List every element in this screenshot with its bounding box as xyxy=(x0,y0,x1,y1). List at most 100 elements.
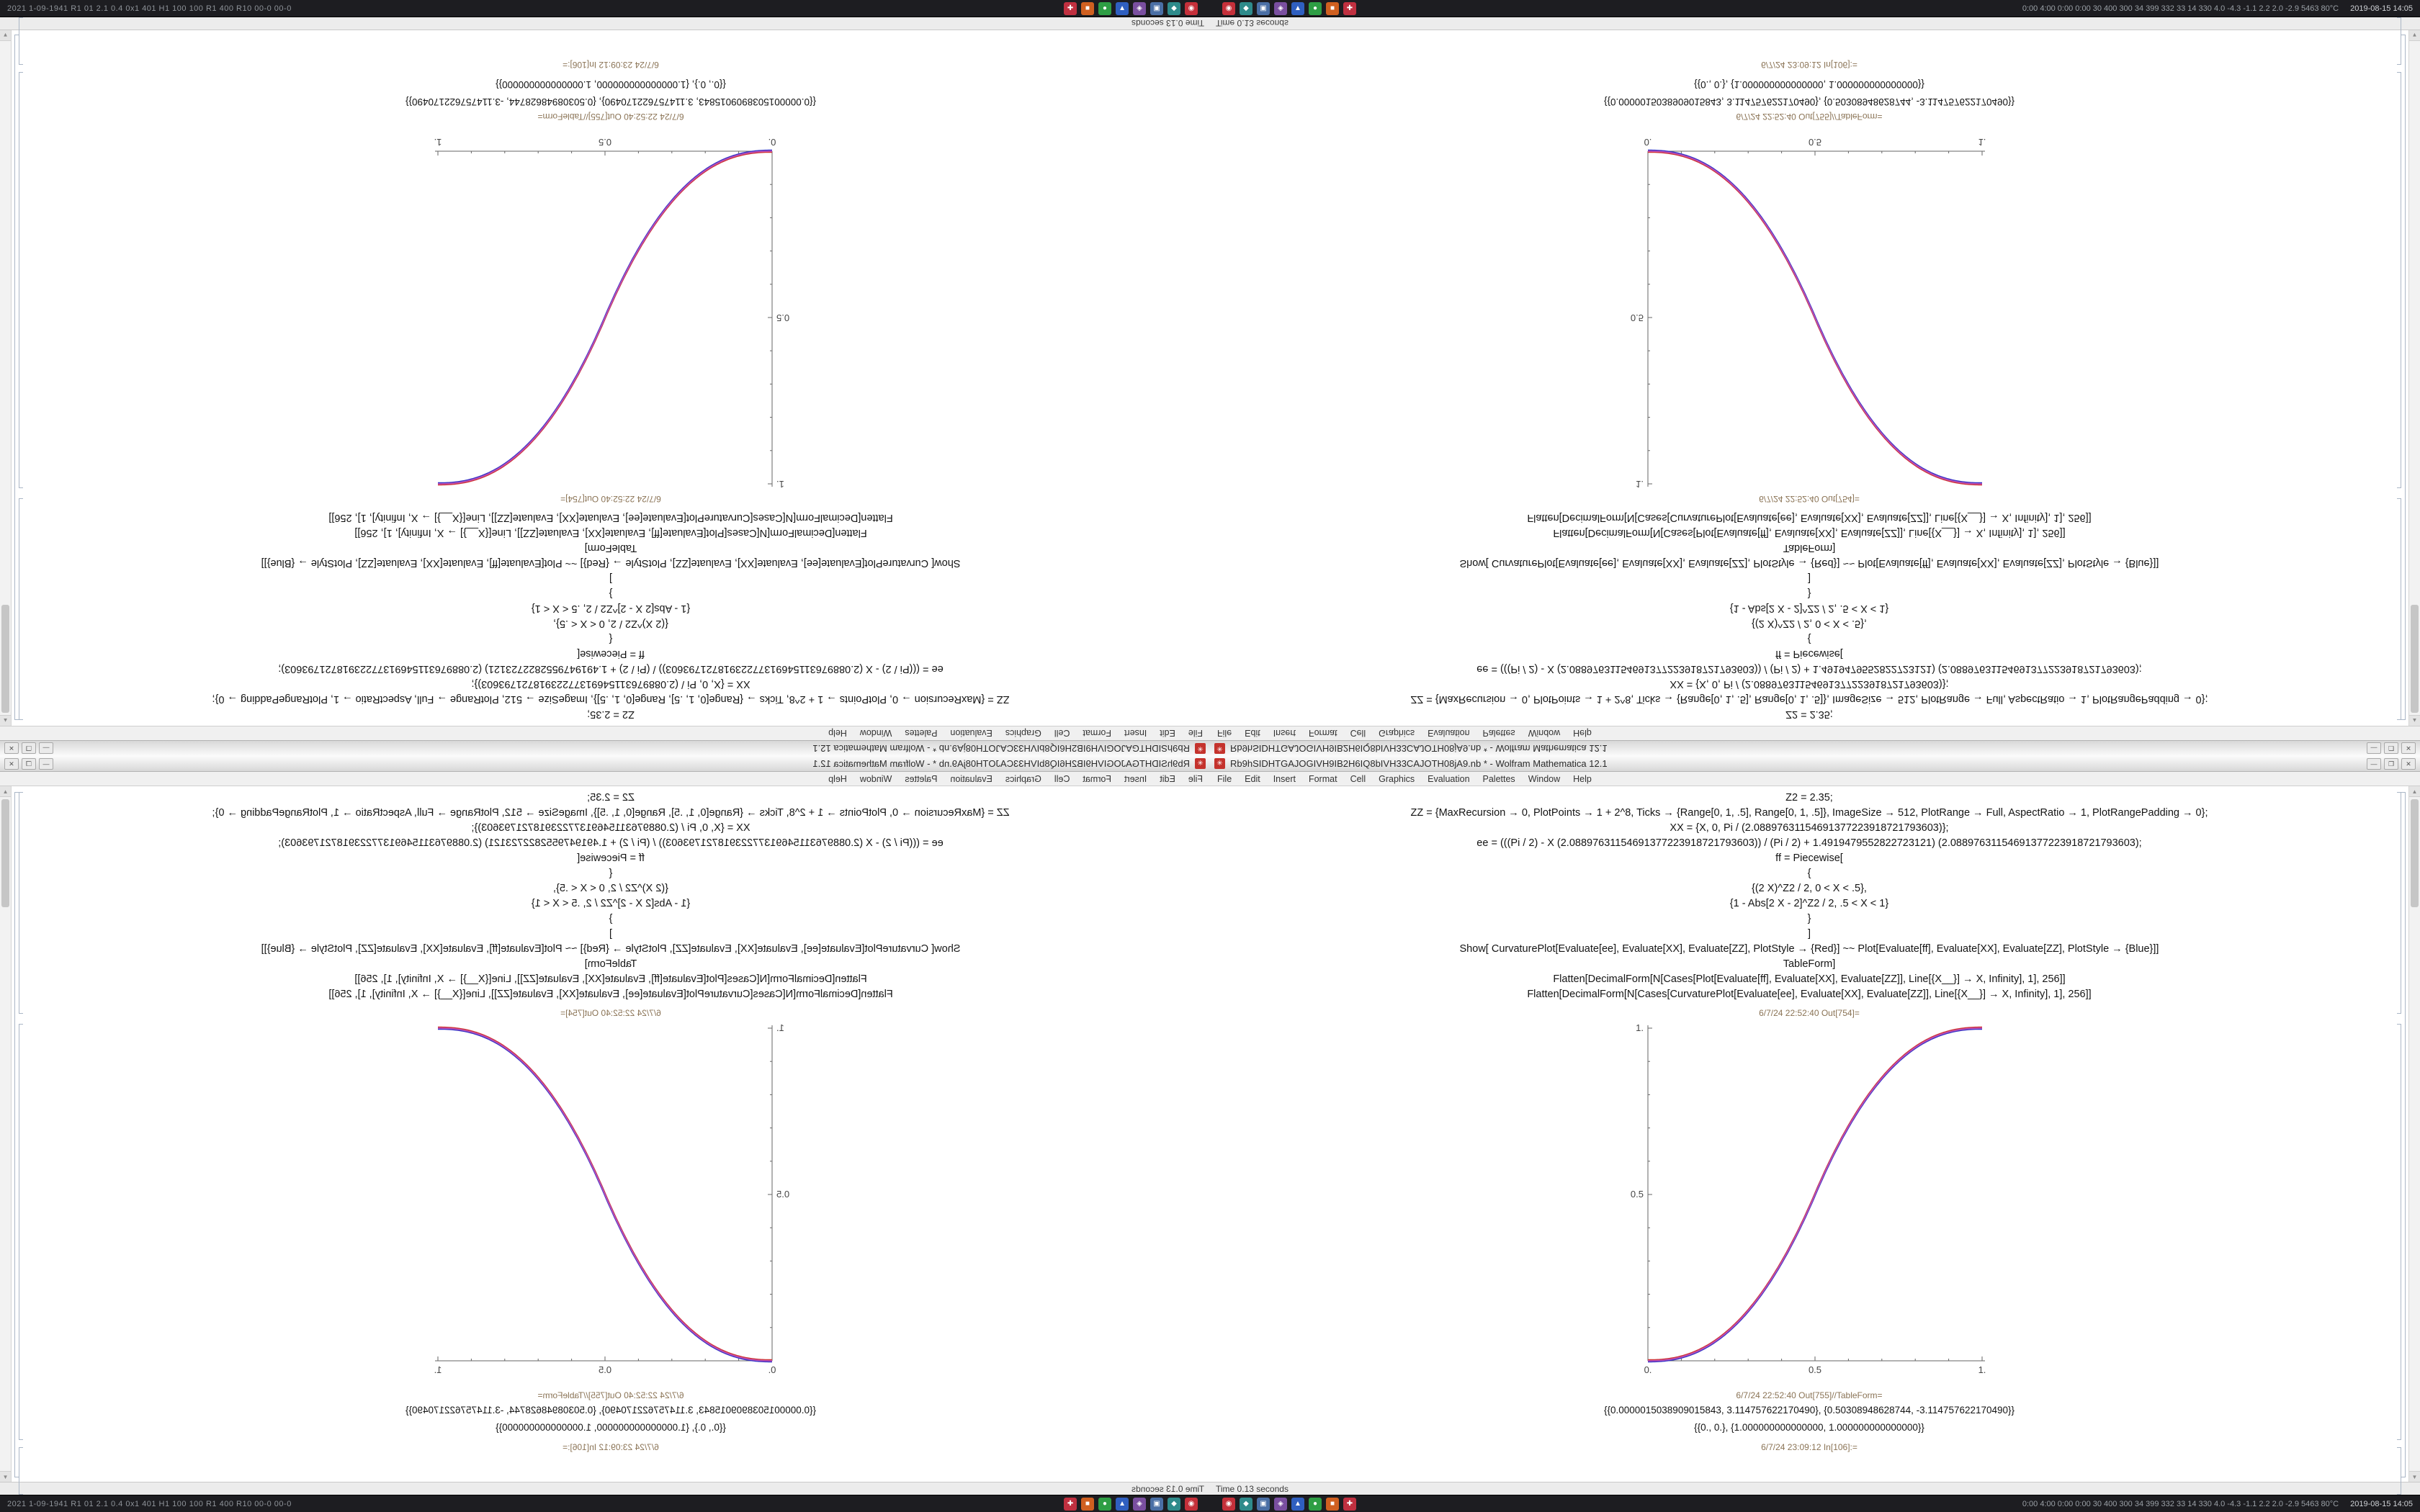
menu-format[interactable]: Format xyxy=(1308,773,1337,784)
menu-insert[interactable]: Insert xyxy=(1124,728,1147,739)
code-line[interactable]: {1 - Abs[2 X - 2]^Z2 / 2, .5 < X < 1} xyxy=(531,603,691,614)
cell-bracket-plot-output[interactable] xyxy=(2397,1024,2401,1440)
code-line[interactable]: Show[ CurvaturePlot[Evaluate[ee], Evalua… xyxy=(261,943,961,955)
menu-palettes[interactable]: Palettes xyxy=(905,728,938,739)
cell-bracket-plot-output[interactable] xyxy=(19,72,23,488)
minimize-button[interactable]: — xyxy=(39,742,53,755)
cell-bracket-tableform-output[interactable] xyxy=(19,17,23,65)
cell-bracket-input[interactable] xyxy=(2397,498,2401,720)
app-violet-icon[interactable]: ◈ xyxy=(1133,1497,1146,1511)
code-line[interactable]: ff = Piecewise[ xyxy=(1775,648,1843,660)
menu-help[interactable]: Help xyxy=(828,728,847,739)
menu-evaluation[interactable]: Evaluation xyxy=(1428,773,1470,784)
menu-format[interactable]: Format xyxy=(1083,773,1112,784)
code-line[interactable]: {1 - Abs[2 X - 2]^Z2 / 2, .5 < X < 1} xyxy=(1729,603,1889,614)
minimize-button[interactable]: — xyxy=(39,757,53,770)
scroll-down-icon[interactable]: ▼ xyxy=(0,1471,11,1482)
app-violet-icon[interactable]: ◈ xyxy=(1274,1497,1287,1511)
code-line[interactable]: ZZ = {MaxRecursion → 0, PlotPoints → 1 +… xyxy=(1410,693,2208,705)
menu-cell[interactable]: Cell xyxy=(1350,728,1366,739)
code-line[interactable]: } xyxy=(1807,588,1811,599)
menu-file[interactable]: File xyxy=(1188,728,1203,739)
app-crimson-icon[interactable]: ◉ xyxy=(1222,1497,1235,1511)
code-line[interactable]: {1 - Abs[2 X - 2]^Z2 / 2, .5 < X < 1} xyxy=(1729,898,1889,909)
code-line[interactable]: ] xyxy=(609,572,613,584)
menu-evaluation[interactable]: Evaluation xyxy=(950,728,992,739)
menu-help[interactable]: Help xyxy=(1573,773,1592,784)
code-line[interactable]: ff = Piecewise[ xyxy=(577,648,645,660)
code-line[interactable]: { xyxy=(609,868,613,879)
menu-cell[interactable]: Cell xyxy=(1054,728,1070,739)
code-line[interactable]: {(2 X)^Z2 / 2, 0 < X < .5}, xyxy=(553,883,668,894)
app-orange-icon[interactable]: ■ xyxy=(1081,1497,1094,1511)
app-steel-icon[interactable]: ▣ xyxy=(1257,1497,1270,1511)
app-violet-icon[interactable]: ◈ xyxy=(1133,1,1146,15)
code-line[interactable]: ee = (((Pi / 2) - X (2.08897631154691377… xyxy=(1476,837,2142,849)
scroll-up-icon[interactable]: ▲ xyxy=(2409,715,2420,726)
app-crimson-icon[interactable]: ◉ xyxy=(1185,1497,1198,1511)
code-line[interactable]: TableForm] xyxy=(584,958,637,970)
maximize-button[interactable]: ❐ xyxy=(2384,757,2398,770)
app-red-icon[interactable]: ✚ xyxy=(1343,1497,1356,1511)
scrollbar-thumb[interactable] xyxy=(2411,605,2419,713)
scroll-down-icon[interactable]: ▼ xyxy=(2409,1471,2420,1482)
menu-format[interactable]: Format xyxy=(1083,728,1112,739)
code-line[interactable]: XX = {X, 0, Pi / (2.08897631154691377223… xyxy=(471,822,750,834)
menu-edit[interactable]: Edit xyxy=(1245,773,1260,784)
app-blue-icon[interactable]: ▲ xyxy=(1291,1,1304,15)
cell-bracket-outer[interactable] xyxy=(2401,35,2406,720)
cell-bracket-plot-output[interactable] xyxy=(19,1024,23,1440)
menu-graphics[interactable]: Graphics xyxy=(1379,728,1415,739)
window-titlebar[interactable]: ✳ Rb9hSIDHTGAJOGIVH9IB2H6IQ8bIVH33CAJOTH… xyxy=(1210,740,2420,756)
code-line[interactable]: {(2 X)^Z2 / 2, 0 < X < .5}, xyxy=(1752,618,1867,629)
code-line[interactable]: Flatten[DecimalForm[N[Cases[Plot[Evaluat… xyxy=(354,973,867,985)
app-teal-icon[interactable]: ◆ xyxy=(1168,1497,1180,1511)
vertical-scrollbar[interactable]: ▲ ▼ xyxy=(0,30,12,726)
menu-edit[interactable]: Edit xyxy=(1160,728,1175,739)
app-red-icon[interactable]: ✚ xyxy=(1064,1497,1077,1511)
scrollbar-thumb[interactable] xyxy=(2411,799,2419,907)
code-line[interactable]: } xyxy=(609,588,613,599)
code-line[interactable]: Z2 = 2.35; xyxy=(1785,708,1833,720)
app-green-icon[interactable]: ● xyxy=(1098,1497,1111,1511)
app-crimson-icon[interactable]: ◉ xyxy=(1185,1,1198,15)
cell-bracket-tableform-output[interactable] xyxy=(2397,1447,2401,1495)
code-line[interactable]: ] xyxy=(1807,572,1811,584)
menu-evaluation[interactable]: Evaluation xyxy=(1428,728,1470,739)
app-blue-icon[interactable]: ▲ xyxy=(1116,1497,1129,1511)
menu-cell[interactable]: Cell xyxy=(1350,773,1366,784)
menu-insert[interactable]: Insert xyxy=(1273,728,1296,739)
menu-insert[interactable]: Insert xyxy=(1273,773,1296,784)
maximize-button[interactable]: ❐ xyxy=(22,742,36,755)
menu-graphics[interactable]: Graphics xyxy=(1005,773,1041,784)
code-line[interactable]: ee = (((Pi / 2) - X (2.08897631154691377… xyxy=(278,663,944,675)
code-line[interactable]: Flatten[DecimalForm[N[Cases[Plot[Evaluat… xyxy=(1553,527,2066,539)
code-line[interactable]: {1 - Abs[2 X - 2]^Z2 / 2, .5 < X < 1} xyxy=(531,898,691,909)
app-orange-icon[interactable]: ■ xyxy=(1081,1,1094,15)
scroll-down-icon[interactable]: ▼ xyxy=(0,30,11,41)
code-line[interactable]: Flatten[DecimalForm[N[Cases[Plot[Evaluat… xyxy=(354,527,867,539)
close-button[interactable]: ✕ xyxy=(2401,742,2416,755)
scroll-down-icon[interactable]: ▼ xyxy=(2409,30,2420,41)
menu-cell[interactable]: Cell xyxy=(1054,773,1070,784)
menu-help[interactable]: Help xyxy=(1573,728,1592,739)
code-line[interactable]: ZZ = {MaxRecursion → 0, PlotPoints → 1 +… xyxy=(212,693,1010,705)
menu-window[interactable]: Window xyxy=(1528,728,1561,739)
cell-bracket-outer[interactable] xyxy=(2401,792,2406,1477)
close-button[interactable]: ✕ xyxy=(4,757,19,770)
code-line[interactable]: TableForm] xyxy=(584,542,637,554)
code-line[interactable]: ee = (((Pi / 2) - X (2.08897631154691377… xyxy=(1476,663,2142,675)
menu-file[interactable]: File xyxy=(1217,728,1232,739)
app-green-icon[interactable]: ● xyxy=(1309,1,1322,15)
code-line[interactable]: Flatten[DecimalForm[N[Cases[CurvaturePlo… xyxy=(1527,989,2092,1000)
menu-format[interactable]: Format xyxy=(1308,728,1337,739)
menu-graphics[interactable]: Graphics xyxy=(1379,773,1415,784)
app-teal-icon[interactable]: ◆ xyxy=(1240,1,1252,15)
menu-window[interactable]: Window xyxy=(859,728,892,739)
code-line[interactable]: Flatten[DecimalForm[N[Cases[CurvaturePlo… xyxy=(328,512,893,523)
app-orange-icon[interactable]: ■ xyxy=(1326,1497,1339,1511)
vertical-scrollbar[interactable]: ▲ ▼ xyxy=(2408,786,2420,1482)
code-line[interactable]: Show[ CurvaturePlot[Evaluate[ee], Evalua… xyxy=(261,557,961,569)
app-blue-icon[interactable]: ▲ xyxy=(1116,1,1129,15)
app-violet-icon[interactable]: ◈ xyxy=(1274,1,1287,15)
